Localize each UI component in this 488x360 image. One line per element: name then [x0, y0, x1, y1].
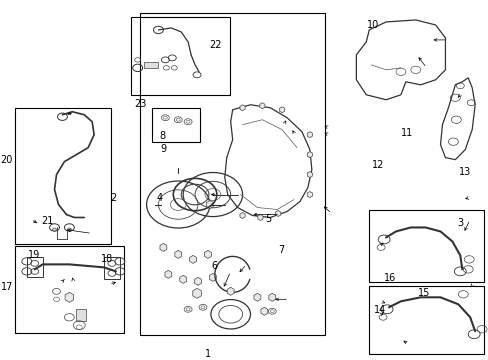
- Polygon shape: [306, 152, 312, 158]
- Polygon shape: [192, 288, 201, 298]
- Polygon shape: [253, 293, 260, 301]
- Text: 20: 20: [0, 155, 13, 165]
- Polygon shape: [306, 132, 312, 138]
- Text: 1: 1: [205, 349, 211, 359]
- Polygon shape: [261, 307, 267, 315]
- Polygon shape: [164, 270, 171, 278]
- Polygon shape: [227, 287, 234, 295]
- Bar: [368, 210, 483, 282]
- Polygon shape: [143, 62, 158, 68]
- Polygon shape: [275, 211, 280, 216]
- Text: 12: 12: [371, 160, 383, 170]
- Polygon shape: [180, 275, 186, 283]
- Text: 4: 4: [157, 193, 163, 203]
- Text: 11: 11: [400, 128, 412, 138]
- Text: 16: 16: [383, 273, 395, 283]
- Text: 23: 23: [134, 99, 146, 109]
- Bar: [151, 108, 200, 142]
- Text: 3: 3: [456, 218, 462, 228]
- Polygon shape: [257, 215, 263, 220]
- Bar: [15, 108, 111, 244]
- Text: 9: 9: [160, 144, 166, 154]
- Polygon shape: [65, 292, 74, 302]
- Text: 7: 7: [277, 244, 284, 255]
- Text: 19: 19: [28, 250, 40, 260]
- Text: 22: 22: [209, 40, 222, 50]
- Polygon shape: [76, 309, 86, 321]
- Polygon shape: [209, 273, 216, 282]
- Text: 15: 15: [417, 288, 429, 298]
- Bar: [15, 247, 123, 333]
- Polygon shape: [240, 212, 244, 219]
- Polygon shape: [306, 192, 312, 198]
- Polygon shape: [306, 172, 312, 177]
- Text: 6: 6: [211, 261, 217, 271]
- Text: 21: 21: [41, 216, 54, 226]
- Bar: [140, 13, 324, 335]
- Text: 18: 18: [101, 253, 113, 264]
- Polygon shape: [259, 103, 264, 109]
- Polygon shape: [204, 251, 211, 258]
- Polygon shape: [206, 201, 213, 208]
- Text: 2: 2: [110, 193, 116, 203]
- Text: 13: 13: [458, 167, 470, 177]
- Bar: [130, 17, 229, 95]
- Polygon shape: [240, 105, 244, 111]
- Polygon shape: [268, 293, 275, 301]
- Circle shape: [67, 228, 71, 231]
- Circle shape: [52, 228, 57, 231]
- Bar: [368, 286, 483, 354]
- Polygon shape: [174, 251, 182, 258]
- Polygon shape: [189, 255, 196, 264]
- Text: 5: 5: [265, 214, 271, 224]
- Text: 8: 8: [159, 131, 165, 141]
- Polygon shape: [160, 243, 166, 251]
- Polygon shape: [194, 277, 201, 285]
- Text: 10: 10: [366, 20, 378, 30]
- Text: 17: 17: [1, 282, 14, 292]
- Text: 14: 14: [373, 305, 386, 315]
- Polygon shape: [279, 107, 284, 113]
